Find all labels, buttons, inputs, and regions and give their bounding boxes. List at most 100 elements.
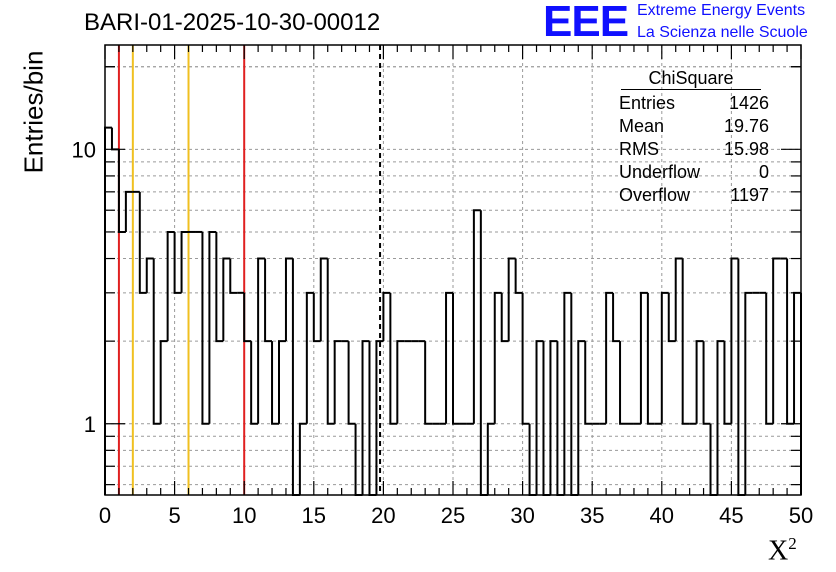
histogram-bin [744,291,753,495]
histogram-bin [730,257,739,424]
histogram-bin [152,258,161,425]
histogram-bin [479,210,488,496]
histogram-bin [215,231,224,343]
histogram-bin [472,209,481,424]
x-tick-label: 30 [510,503,534,528]
histogram-bin [772,257,781,424]
histogram-bin [382,291,391,342]
x-tick-label: 45 [719,503,743,528]
eee-logo: EEE [543,0,629,46]
histogram-bin [667,292,676,343]
histogram-bin [500,292,509,343]
histogram-bin [271,341,279,425]
histogram-bin [570,292,579,496]
stat-value: 15.98 [723,139,769,159]
histogram-bin [702,341,711,425]
histogram-bin [173,231,182,294]
histogram-bin [298,422,307,495]
logo-text-line2: La Scienza nelle Scuole [637,24,808,41]
histogram-bin [445,291,453,424]
histogram-bin [535,340,544,495]
axes: 0 5 10 15 20 25 30 35 40 45 50 1 10 [72,44,813,528]
histogram-bin [361,340,370,495]
histogram-bin [716,340,725,495]
stat-row-overflow: Overflow 1197 [612,184,774,207]
stat-label: Overflow [619,185,691,205]
x-tick-label: 25 [441,503,465,528]
histogram-bin [159,340,168,424]
histogram-bin [452,292,460,425]
histogram-bin [319,257,328,342]
stat-row-rms: RMS 15.98 [612,138,774,161]
histogram-bin [765,292,774,425]
stat-value: 19.76 [723,116,769,136]
histogram-bin [737,258,746,496]
histogram-bin [145,257,154,293]
stats-box: ChiSquare Entries 1426 Mean 19.76 RMS 15.98… [612,68,774,207]
x-axis-label-base: X [768,535,789,567]
histogram-bin [243,292,252,343]
histogram-bin [424,341,433,425]
histogram-bin [549,340,558,495]
stat-label: Entries [619,93,676,113]
histogram-bin [639,291,648,424]
histogram-bin [619,341,627,425]
y-tick-label: 1 [84,412,96,437]
histogram-bin [312,292,321,343]
histogram-bin [375,340,384,495]
histogram-bin [556,341,565,496]
x-tick-label: 40 [650,503,674,528]
histogram-bin [577,340,586,495]
histogram-bin [278,340,286,424]
histogram-bin [326,258,335,425]
y-tick-label: 10 [72,137,96,162]
histogram-bin [305,291,314,424]
x-tick-label: 10 [232,503,256,528]
histogram-bin [563,291,572,495]
histogram-bin [333,340,342,424]
histogram-bin [493,291,502,424]
x-tick-label: 5 [168,503,180,528]
histogram-bin [389,292,398,425]
histogram-bin [507,257,516,342]
x-axis-label-exponent: 2 [788,534,797,553]
stat-value: 1197 [730,185,769,205]
histogram-bin [291,258,300,496]
chart-title: BARI-01-2025-10-30-00012 [84,9,381,36]
histogram-bin [250,341,259,425]
histogram-bin [605,291,614,424]
stat-row-mean: Mean 19.76 [612,115,774,138]
histogram-bin [264,258,273,343]
histogram-bin [201,231,210,425]
logo-text-line1: Extreme Energy Events [637,2,806,19]
stat-label: Mean [619,116,665,136]
histogram-bin [117,149,126,233]
histogram-bin [612,292,621,343]
histogram-bin [695,340,704,424]
histogram-bin [521,292,530,425]
x-axis-label: X2 [768,534,797,567]
histogram-bin [347,341,356,425]
stat-label: Underflow [619,162,701,182]
histogram-bin [110,127,119,151]
histogram-bin [542,341,551,496]
stat-row-underflow: Underflow 0 [612,161,774,184]
histogram-bin [138,191,147,294]
histogram-bin [646,292,655,425]
histogram-bin [660,291,669,424]
histogram-bin [180,230,189,293]
histogram-bin [222,257,231,342]
histogram-bin [681,258,690,425]
histogram-bin [208,230,217,424]
histogram-bin [368,341,377,496]
histogram-bin [486,422,495,495]
histogram-bin [257,257,266,424]
x-tick-label: 20 [371,503,395,528]
stat-value: 0 [758,162,769,182]
histogram-bin [284,257,293,342]
x-tick-label: 35 [580,503,604,528]
x-tick-label: 0 [99,503,111,528]
histogram-bin [104,126,112,495]
histogram-bin [514,258,523,294]
